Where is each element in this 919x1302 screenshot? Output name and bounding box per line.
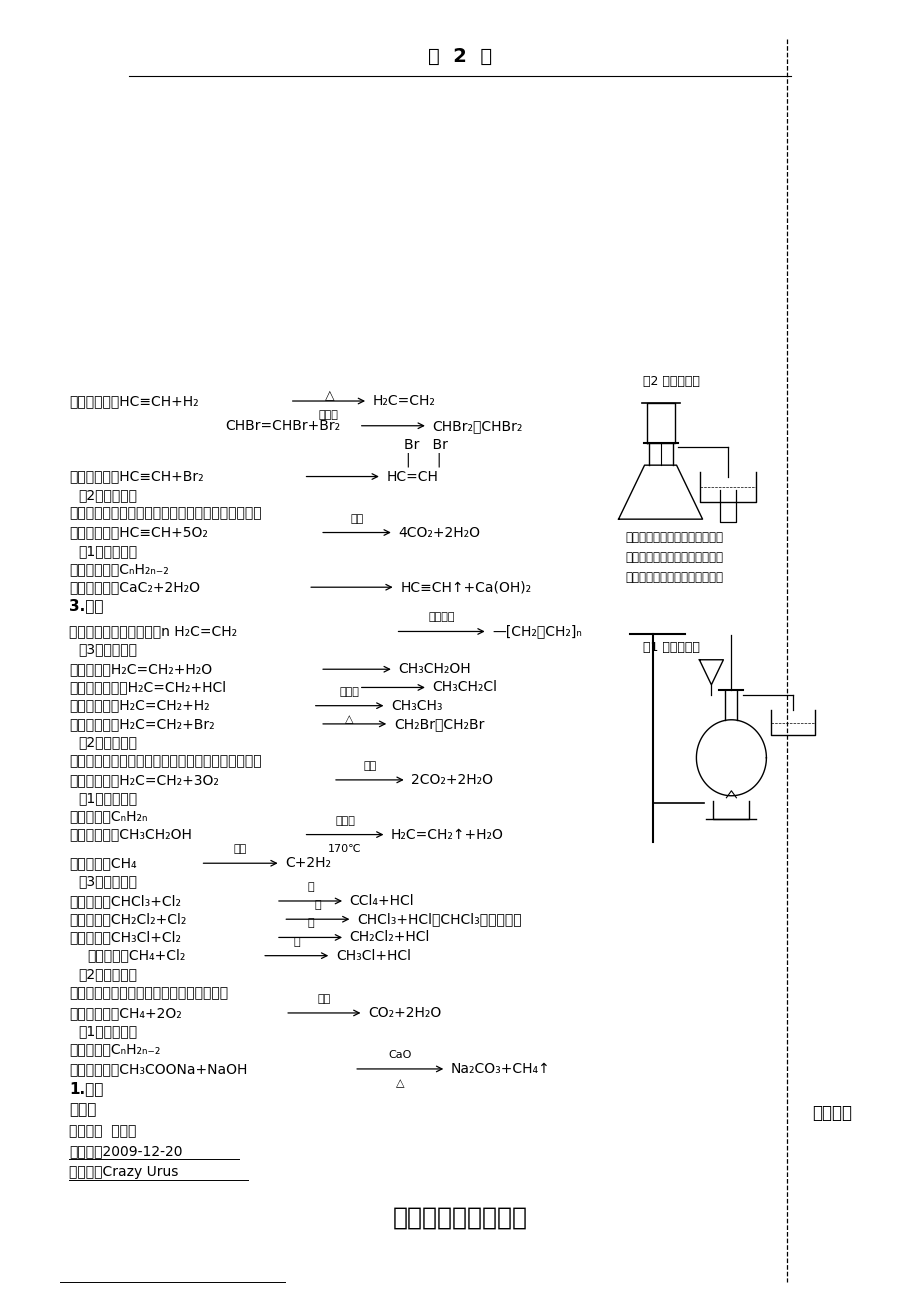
- Text: 四氯化碳：CHCl₃+Cl₂: 四氯化碳：CHCl₃+Cl₂: [69, 894, 181, 907]
- Text: 一定条件: 一定条件: [428, 612, 454, 622]
- Text: 一、烃: 一、烃: [69, 1101, 96, 1117]
- Text: （2）加成反应: （2）加成反应: [78, 736, 137, 749]
- Text: 甲烷分解：CH₄: 甲烷分解：CH₄: [69, 857, 137, 870]
- Text: 2CO₂+2H₂O: 2CO₂+2H₂O: [411, 773, 493, 786]
- Text: HC≡CH↑+Ca(OH)₂: HC≡CH↑+Ca(OH)₂: [400, 581, 531, 594]
- Text: 烷烃通式：CₙH₂ₙ₋₂: 烷烃通式：CₙH₂ₙ₋₂: [69, 1043, 160, 1056]
- Text: 甲烷不可使酸性高锰酸钾溶液及溴水褪色。: 甲烷不可使酸性高锰酸钾溶液及溴水褪色。: [69, 987, 228, 1000]
- Text: 乙烯的制取：CH₃CH₂OH: 乙烯的制取：CH₃CH₂OH: [69, 828, 192, 841]
- Text: 二氯甲烷：CH₃Cl+Cl₂: 二氯甲烷：CH₃Cl+Cl₂: [69, 931, 181, 944]
- Text: 与溴水加成：H₂C=CH₂+Br₂: 与溴水加成：H₂C=CH₂+Br₂: [69, 717, 214, 730]
- Text: 点燃: 点燃: [350, 513, 363, 523]
- Text: 170℃: 170℃: [328, 844, 361, 854]
- Text: CCl₄+HCl: CCl₄+HCl: [349, 894, 414, 907]
- Text: 乙炔的燃烧：HC≡CH+5O₂: 乙炔的燃烧：HC≡CH+5O₂: [69, 526, 208, 539]
- Text: 甲烷的燃烧：CH₄+2O₂: 甲烷的燃烧：CH₄+2O₂: [69, 1006, 182, 1019]
- Text: △: △: [324, 389, 334, 402]
- Text: CH₃CH₂OH: CH₃CH₂OH: [398, 663, 471, 676]
- Text: 与氢气加成：HC≡CH+H₂: 与氢气加成：HC≡CH+H₂: [69, 395, 199, 408]
- Text: CO₂+2H₂O: CO₂+2H₂O: [368, 1006, 441, 1019]
- Text: Br   Br: Br Br: [404, 439, 448, 452]
- Text: HC=CH: HC=CH: [386, 470, 437, 483]
- Text: 高温: 高温: [363, 760, 376, 771]
- Text: 浓硫酸: 浓硫酸: [335, 815, 355, 825]
- Text: （3）聚合反应: （3）聚合反应: [78, 643, 137, 656]
- Text: 催化剂: 催化剂: [319, 410, 338, 421]
- Text: 4CO₂+2H₂O: 4CO₂+2H₂O: [398, 526, 480, 539]
- Text: H₂C=CH₂: H₂C=CH₂: [372, 395, 435, 408]
- Text: CHCl₃+HCl（CHCl₃又叫氯仿）: CHCl₃+HCl（CHCl₃又叫氯仿）: [357, 913, 521, 926]
- Text: 高温: 高温: [233, 844, 247, 854]
- Text: （1）氧化反应: （1）氧化反应: [78, 792, 137, 805]
- Text: 学习札记: 学习札记: [811, 1104, 852, 1122]
- Text: 1.甲烷: 1.甲烷: [69, 1081, 103, 1096]
- Text: 乙烯加聚，生成聚乙烯：n H₂C=CH₂: 乙烯加聚，生成聚乙烯：n H₂C=CH₂: [69, 625, 237, 638]
- Text: C+2H₂: C+2H₂: [285, 857, 331, 870]
- Text: （2）取代反应: （2）取代反应: [78, 967, 137, 980]
- Text: △: △: [395, 1078, 404, 1088]
- Text: 光: 光: [314, 900, 321, 910]
- Text: 甲烷的制取：CH₃COONa+NaOH: 甲烷的制取：CH₃COONa+NaOH: [69, 1062, 247, 1075]
- Text: CaO: CaO: [388, 1049, 412, 1060]
- Text: 与水加成：H₂C=CH₂+H₂O: 与水加成：H₂C=CH₂+H₂O: [69, 663, 212, 676]
- Text: 3.乙炔: 3.乙炔: [69, 598, 103, 613]
- Text: 乙炔可以使酸性高锰酸钾溶液褪色，发生氧化反应。: 乙炔可以使酸性高锰酸钾溶液褪色，发生氧化反应。: [69, 506, 261, 519]
- Text: CH₃CH₃: CH₃CH₃: [391, 699, 442, 712]
- Text: 一氯甲烷：CH₄+Cl₂: 一氯甲烷：CH₄+Cl₂: [87, 949, 186, 962]
- Text: 与溴水加成：HC≡CH+Br₂: 与溴水加成：HC≡CH+Br₂: [69, 470, 203, 483]
- Text: 烯烃通式：CₙH₂ₙ: 烯烃通式：CₙH₂ₙ: [69, 810, 147, 823]
- Text: 点燃: 点燃: [317, 993, 331, 1004]
- Text: 光: 光: [307, 881, 313, 892]
- Text: CHBr₂－CHBr₂: CHBr₂－CHBr₂: [432, 419, 522, 432]
- Text: 与氢气加成：H₂C=CH₂+H₂: 与氢气加成：H₂C=CH₂+H₂: [69, 699, 210, 712]
- Text: 【日期】2009-12-20: 【日期】2009-12-20: [69, 1144, 182, 1157]
- Text: CH₃CH₂Cl: CH₃CH₂Cl: [432, 681, 497, 694]
- Text: △: △: [345, 715, 354, 725]
- Text: （1）氧化反应: （1）氧化反应: [78, 1025, 137, 1038]
- Text: 炔烃的通式：CₙH₂ₙ₋₂: 炔烃的通式：CₙH₂ₙ₋₂: [69, 562, 168, 575]
- Text: 图2 乙炔的制取: 图2 乙炔的制取: [642, 375, 699, 388]
- Text: 第二部分  有机物: 第二部分 有机物: [69, 1125, 136, 1138]
- Text: H₂C=CH₂↑+H₂O: H₂C=CH₂↑+H₂O: [391, 828, 504, 841]
- Text: 三氯甲烷：CH₂Cl₂+Cl₂: 三氯甲烷：CH₂Cl₂+Cl₂: [69, 913, 187, 926]
- Text: 光: 光: [293, 936, 300, 947]
- Text: 乙烯的燃烧：H₂C=CH₂+3O₂: 乙烯的燃烧：H₂C=CH₂+3O₂: [69, 773, 219, 786]
- Text: （2）加成反应: （2）加成反应: [78, 488, 137, 501]
- Text: CH₂Cl₂+HCl: CH₂Cl₂+HCl: [349, 931, 429, 944]
- Text: CH₂Br－CH₂Br: CH₂Br－CH₂Br: [393, 717, 483, 730]
- Text: 乙炔的制取：CaC₂+2H₂O: 乙炔的制取：CaC₂+2H₂O: [69, 581, 199, 594]
- Text: 【编辑】Crazy Urus: 【编辑】Crazy Urus: [69, 1165, 178, 1178]
- Text: （1）氧化反应: （1）氧化反应: [78, 544, 137, 557]
- Text: Na₂CO₃+CH₄↑: Na₂CO₃+CH₄↑: [450, 1062, 550, 1075]
- Text: 与氯化氢加成：H₂C=CH₂+HCl: 与氯化氢加成：H₂C=CH₂+HCl: [69, 681, 226, 694]
- Text: CH₃Cl+HCl: CH₃Cl+HCl: [335, 949, 411, 962]
- Text: 光: 光: [307, 918, 313, 928]
- Text: CHBr=CHBr+Br₂: CHBr=CHBr+Br₂: [225, 419, 340, 432]
- Text: 注意：制取乙烯、乙炔均用排水
法收集；乙烯、乙炔的加成反应
一般都需要催化剂（溴除外）。: 注意：制取乙烯、乙炔均用排水 法收集；乙烯、乙炔的加成反应 一般都需要催化剂（溴…: [625, 531, 723, 585]
- Text: 图1 乙烯的制取: 图1 乙烯的制取: [642, 641, 699, 654]
- Text: 第  2  页: 第 2 页: [427, 47, 492, 65]
- Text: 高中化学方程式总结: 高中化学方程式总结: [392, 1206, 527, 1229]
- Text: —[CH₂－CH₂]ₙ: —[CH₂－CH₂]ₙ: [492, 625, 582, 638]
- Text: |      |: | |: [406, 452, 441, 467]
- Text: （3）分解反应: （3）分解反应: [78, 875, 137, 888]
- Text: 乙烯可以使酸性高锰酸钾溶液褪色，发生氧化反应。: 乙烯可以使酸性高锰酸钾溶液褪色，发生氧化反应。: [69, 755, 261, 768]
- Text: 催化剂: 催化剂: [339, 686, 359, 697]
